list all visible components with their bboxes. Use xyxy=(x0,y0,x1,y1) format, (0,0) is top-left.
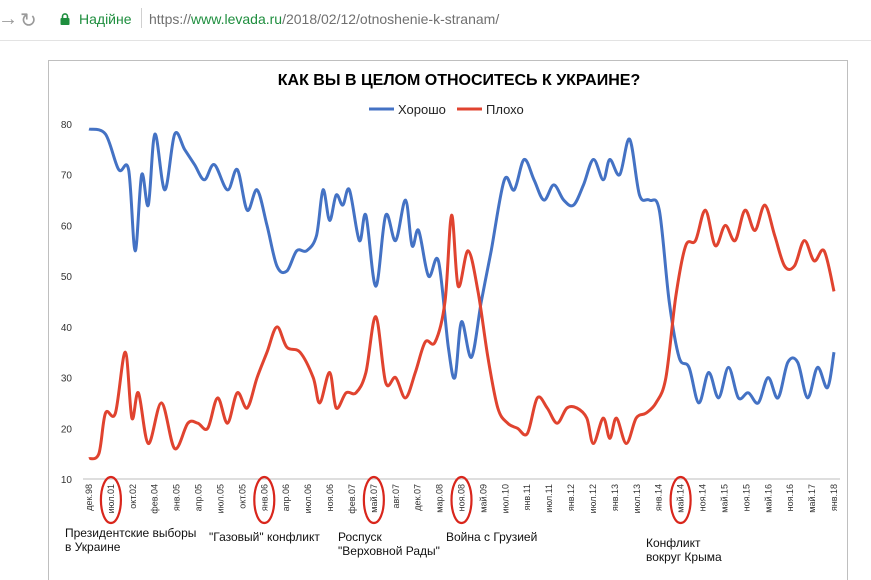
security-status: Надійне xyxy=(79,11,132,27)
x-tick-label: июл.01 xyxy=(106,484,116,513)
x-tick-label: авг.07 xyxy=(391,484,401,508)
annotation-text: Конфликт xyxy=(646,536,701,550)
legend-label-good: Хорошо xyxy=(398,102,446,117)
x-tick-label: май.15 xyxy=(719,484,729,513)
annotation-text: в Украине xyxy=(65,540,121,554)
x-tick-label: июл.13 xyxy=(632,484,642,513)
forward-arrow-icon[interactable]: → xyxy=(0,8,18,30)
x-tick-label: июл.11 xyxy=(544,484,554,513)
y-axis: 10 20 30 40 50 60 70 80 xyxy=(61,120,73,486)
x-tick-label: июл.05 xyxy=(215,484,225,513)
y-tick-label: 30 xyxy=(61,374,73,385)
x-tick-label: май.17 xyxy=(807,484,817,513)
browser-toolbar: → ↻ Надійне https://www.levada.ru/2018/0… xyxy=(0,0,871,41)
x-tick-label: янв.06 xyxy=(259,484,269,511)
y-tick-label: 40 xyxy=(61,323,73,334)
x-tick-label: ноя.15 xyxy=(741,484,751,511)
url-text[interactable]: https://www.levada.ru/2018/02/12/otnoshe… xyxy=(149,11,499,27)
x-tick-label: апр.06 xyxy=(281,484,291,511)
annotation-text: Роспуск xyxy=(338,530,383,544)
event-circle xyxy=(450,475,473,525)
event-markers xyxy=(99,475,692,525)
chart-title: КАК ВЫ В ЦЕЛОМ ОТНОСИТЕСЬ К УКРАИНЕ? xyxy=(278,72,640,89)
x-tick-label: июл.10 xyxy=(500,484,510,513)
reload-icon[interactable]: ↻ xyxy=(20,10,37,32)
chart-frame xyxy=(48,60,848,580)
x-axis: дек.98 июл.01 окт.02 фев.04 янв.05 апр.05 июл.… xyxy=(83,478,840,514)
x-tick-label: ноя.06 xyxy=(325,484,335,511)
x-tick-label: ноя.16 xyxy=(785,484,795,511)
url-host: www.levada.ru xyxy=(191,11,283,27)
x-tick-label: май.09 xyxy=(478,484,488,513)
x-tick-label: ноя.08 xyxy=(457,484,467,511)
x-tick-label: дек.98 xyxy=(84,484,94,511)
x-tick-label: янв.12 xyxy=(566,484,576,511)
y-tick-label: 10 xyxy=(61,475,73,486)
event-circle xyxy=(253,475,276,525)
url-scheme: https:// xyxy=(149,11,192,27)
series-layer xyxy=(88,127,836,461)
address-bar[interactable]: Надійне https://www.levada.ru/2018/02/12… xyxy=(46,5,868,33)
series-line-bad xyxy=(88,203,836,461)
annotation-text: "Верховной Рады" xyxy=(338,544,440,558)
x-tick-label: ноя.14 xyxy=(698,484,708,511)
x-tick-label: май.14 xyxy=(676,484,686,513)
x-tick-label: янв.14 xyxy=(654,484,664,511)
annotation-text: "Газовый" конфликт xyxy=(209,530,320,544)
legend-label-bad: Плохо xyxy=(486,102,524,117)
x-tick-label: май.07 xyxy=(369,484,379,513)
lock-icon xyxy=(60,13,70,25)
x-tick-label: июл.06 xyxy=(303,484,313,513)
x-tick-label: янв.13 xyxy=(610,484,620,511)
series-line-good xyxy=(88,127,836,405)
y-tick-label: 50 xyxy=(61,272,73,283)
event-circle xyxy=(362,475,385,525)
y-tick-label: 60 xyxy=(61,221,73,232)
x-tick-label: фев.07 xyxy=(347,484,357,514)
x-tick-label: июл.12 xyxy=(588,484,598,513)
y-tick-label: 80 xyxy=(61,120,73,131)
x-tick-label: фев.04 xyxy=(150,484,160,514)
annotation-text: вокруг Крыма xyxy=(646,550,722,564)
annotation-text: Президентские выборы xyxy=(65,526,196,540)
x-tick-label: май.16 xyxy=(763,484,773,513)
annotation-text: Война с Грузией xyxy=(446,530,537,544)
x-tick-label: янв.18 xyxy=(829,484,839,511)
event-circle xyxy=(669,475,692,525)
x-tick-label: окт.02 xyxy=(128,484,138,509)
x-tick-label: дек.07 xyxy=(413,484,423,511)
x-tick-label: янв.11 xyxy=(522,484,532,510)
x-tick-label: окт.05 xyxy=(237,484,247,509)
legend: Хорошо Плохо xyxy=(369,102,524,117)
x-tick-label: апр.05 xyxy=(194,484,204,511)
x-tick-label: мар.08 xyxy=(435,484,445,513)
event-circle xyxy=(99,475,123,525)
url-path: /2018/02/12/otnoshenie-k-stranam/ xyxy=(282,11,500,27)
x-tick-label: янв.05 xyxy=(172,484,182,511)
address-divider xyxy=(141,8,142,28)
y-tick-label: 70 xyxy=(61,171,73,182)
y-tick-label: 20 xyxy=(61,424,73,435)
